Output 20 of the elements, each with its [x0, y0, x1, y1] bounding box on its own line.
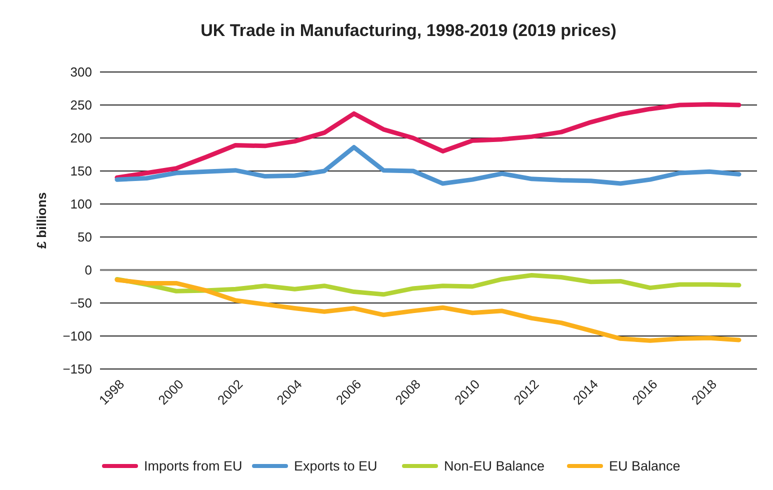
y-tick-label: 300: [70, 64, 92, 80]
y-tick-label: −150: [62, 362, 92, 377]
chart-title: UK Trade in Manufacturing, 1998-2019 (2019 prices): [200, 21, 616, 40]
y-tick-label: 0: [84, 262, 92, 278]
line-series: [114, 273, 742, 297]
line-series: [114, 102, 742, 180]
legend-label: Exports to EU: [294, 458, 378, 474]
y-tick-label: 100: [70, 196, 92, 212]
line-series: [114, 278, 742, 343]
y-axis-title: £ billions: [34, 192, 49, 249]
y-tick-label: −100: [62, 328, 92, 344]
y-tick-label: 50: [78, 230, 92, 245]
y-tick-label: −50: [70, 296, 92, 311]
legend-label: Imports from EU: [144, 458, 242, 474]
y-tick-label: 250: [70, 98, 92, 113]
legend-label: Non-EU Balance: [444, 458, 545, 474]
y-tick-label: 150: [70, 164, 92, 179]
legend-label: EU Balance: [609, 458, 680, 474]
line-series: [114, 144, 742, 186]
y-tick-label: 200: [70, 130, 92, 146]
